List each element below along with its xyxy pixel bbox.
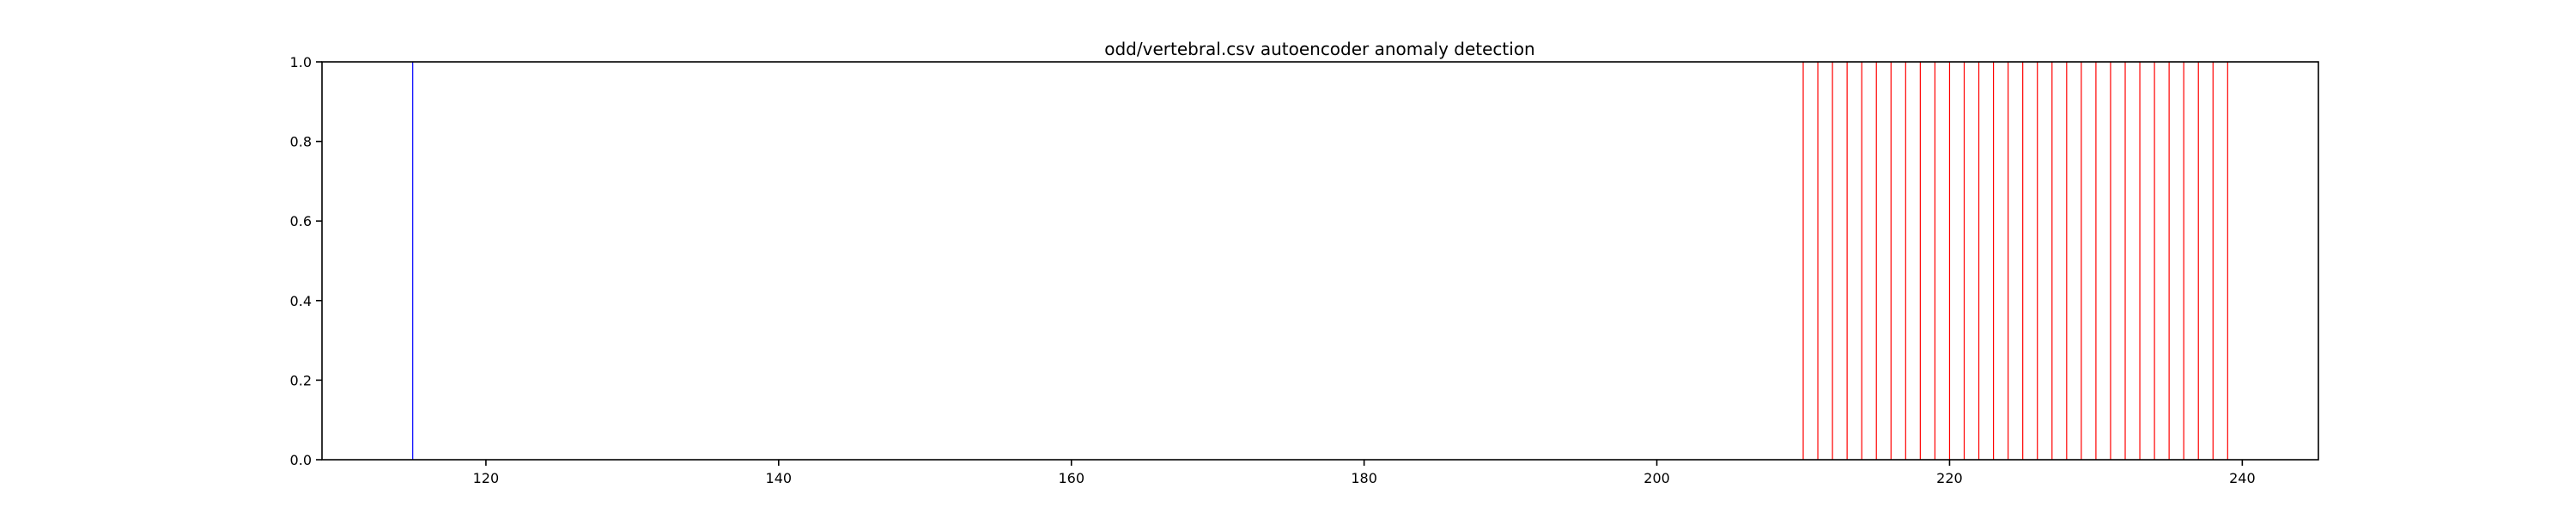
x-tick-label-5: 220 <box>1936 470 1963 486</box>
y-tick-label-1: 0.2 <box>290 372 312 388</box>
event-lines-layer <box>412 62 2228 460</box>
x-tick-label-6: 240 <box>2229 470 2256 486</box>
chart-title: odd/vertebral.csv autoencoder anomaly de… <box>1104 39 1534 59</box>
x-tick-label-1: 140 <box>766 470 793 486</box>
x-tick-label-4: 200 <box>1643 470 1670 486</box>
x-tick-label-3: 180 <box>1351 470 1377 486</box>
x-tick-label-2: 160 <box>1058 470 1084 486</box>
x-tick-label-0: 120 <box>473 470 500 486</box>
axes-layer: 120 140 160 180 200 220 240 0.0 0.2 0.4 0.6 0.8 1.0 <box>290 54 2256 486</box>
plot-frame <box>321 61 2319 461</box>
y-tick-label-4: 0.8 <box>290 134 312 150</box>
y-tick-label-2: 0.4 <box>290 293 312 309</box>
y-tick-label-3: 0.6 <box>290 213 312 229</box>
y-tick-label-5: 1.0 <box>290 54 312 70</box>
y-tick-label-0: 0.0 <box>290 452 312 468</box>
